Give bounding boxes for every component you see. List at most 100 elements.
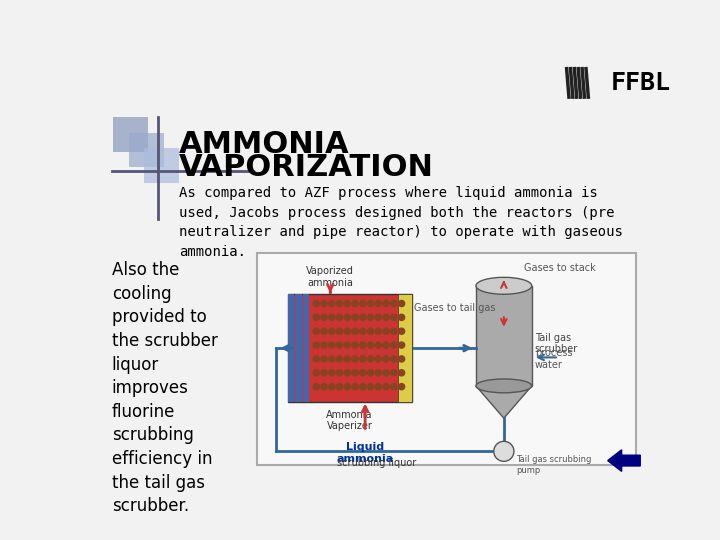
- Circle shape: [329, 356, 335, 362]
- Text: VAPORIZATION: VAPORIZATION: [179, 153, 434, 183]
- Circle shape: [383, 300, 389, 307]
- Circle shape: [391, 300, 397, 307]
- Circle shape: [336, 383, 343, 390]
- Circle shape: [336, 328, 343, 334]
- Polygon shape: [608, 450, 640, 471]
- Circle shape: [321, 342, 327, 348]
- Circle shape: [344, 383, 351, 390]
- Circle shape: [336, 300, 343, 307]
- Circle shape: [375, 300, 382, 307]
- Circle shape: [336, 314, 343, 320]
- Circle shape: [313, 314, 320, 320]
- Circle shape: [329, 383, 335, 390]
- Circle shape: [313, 328, 320, 334]
- Circle shape: [352, 314, 358, 320]
- Circle shape: [321, 300, 327, 307]
- Text: Tail gas
scrubber: Tail gas scrubber: [535, 333, 578, 354]
- Circle shape: [367, 300, 374, 307]
- Text: process
water: process water: [535, 348, 572, 370]
- Circle shape: [352, 342, 358, 348]
- Text: As compared to AZF process where liquid ammonia is
used, Jacobs process designed: As compared to AZF process where liquid …: [179, 186, 623, 259]
- Circle shape: [329, 370, 335, 376]
- Circle shape: [321, 370, 327, 376]
- Bar: [397, 294, 412, 402]
- Text: Ammonia
Vaperizer: Ammonia Vaperizer: [326, 410, 373, 431]
- Circle shape: [383, 314, 389, 320]
- Circle shape: [383, 342, 389, 348]
- Circle shape: [375, 356, 382, 362]
- Ellipse shape: [476, 278, 532, 294]
- Circle shape: [352, 356, 358, 362]
- Circle shape: [344, 314, 351, 320]
- Text: Liquid
ammonia: Liquid ammonia: [336, 442, 394, 464]
- Circle shape: [352, 300, 358, 307]
- Circle shape: [391, 314, 397, 320]
- Circle shape: [313, 383, 320, 390]
- Circle shape: [398, 356, 405, 362]
- Circle shape: [367, 314, 374, 320]
- Circle shape: [313, 300, 320, 307]
- Circle shape: [398, 342, 405, 348]
- Bar: [476, 286, 532, 386]
- Circle shape: [391, 383, 397, 390]
- Circle shape: [391, 328, 397, 334]
- Text: Gases to stack: Gases to stack: [524, 262, 595, 273]
- Circle shape: [360, 314, 366, 320]
- Circle shape: [375, 342, 382, 348]
- Circle shape: [391, 356, 397, 362]
- Circle shape: [336, 342, 343, 348]
- Circle shape: [352, 370, 358, 376]
- Circle shape: [398, 383, 405, 390]
- Circle shape: [398, 314, 405, 320]
- Circle shape: [398, 300, 405, 307]
- Circle shape: [367, 342, 374, 348]
- Circle shape: [383, 370, 389, 376]
- Circle shape: [321, 383, 327, 390]
- Circle shape: [360, 342, 366, 348]
- Circle shape: [321, 356, 327, 362]
- Circle shape: [329, 300, 335, 307]
- Circle shape: [344, 356, 351, 362]
- Circle shape: [360, 383, 366, 390]
- Circle shape: [375, 383, 382, 390]
- Bar: [129, 132, 163, 167]
- Circle shape: [336, 370, 343, 376]
- Circle shape: [352, 383, 358, 390]
- Circle shape: [329, 314, 335, 320]
- Circle shape: [367, 356, 374, 362]
- Circle shape: [313, 342, 320, 348]
- Circle shape: [398, 328, 405, 334]
- Bar: [287, 294, 412, 402]
- Circle shape: [344, 342, 351, 348]
- Circle shape: [352, 328, 358, 334]
- Circle shape: [375, 314, 382, 320]
- Circle shape: [375, 328, 382, 334]
- Text: Also the
cooling
provided to
the scrubber
liquor
improves
fluorine
scrubbing
eff: Also the cooling provided to the scrubbe…: [112, 261, 217, 515]
- Circle shape: [321, 314, 327, 320]
- Circle shape: [391, 342, 397, 348]
- Circle shape: [360, 300, 366, 307]
- Circle shape: [375, 370, 382, 376]
- Bar: [303, 294, 310, 402]
- Text: Gases to tail gas: Gases to tail gas: [414, 303, 495, 313]
- Circle shape: [336, 356, 343, 362]
- Circle shape: [398, 370, 405, 376]
- Circle shape: [367, 370, 374, 376]
- Circle shape: [391, 370, 397, 376]
- Polygon shape: [476, 386, 532, 418]
- Bar: [113, 117, 148, 152]
- Circle shape: [329, 342, 335, 348]
- Text: scrubbing liquor: scrubbing liquor: [337, 457, 416, 468]
- Circle shape: [344, 328, 351, 334]
- Circle shape: [383, 328, 389, 334]
- Circle shape: [313, 356, 320, 362]
- Circle shape: [321, 328, 327, 334]
- Bar: [256, 253, 636, 465]
- Bar: [295, 294, 302, 402]
- Circle shape: [344, 370, 351, 376]
- Circle shape: [313, 370, 320, 376]
- Bar: [287, 294, 294, 402]
- Circle shape: [344, 300, 351, 307]
- Circle shape: [383, 383, 389, 390]
- Text: Tail gas scrubbing
pump: Tail gas scrubbing pump: [516, 455, 592, 475]
